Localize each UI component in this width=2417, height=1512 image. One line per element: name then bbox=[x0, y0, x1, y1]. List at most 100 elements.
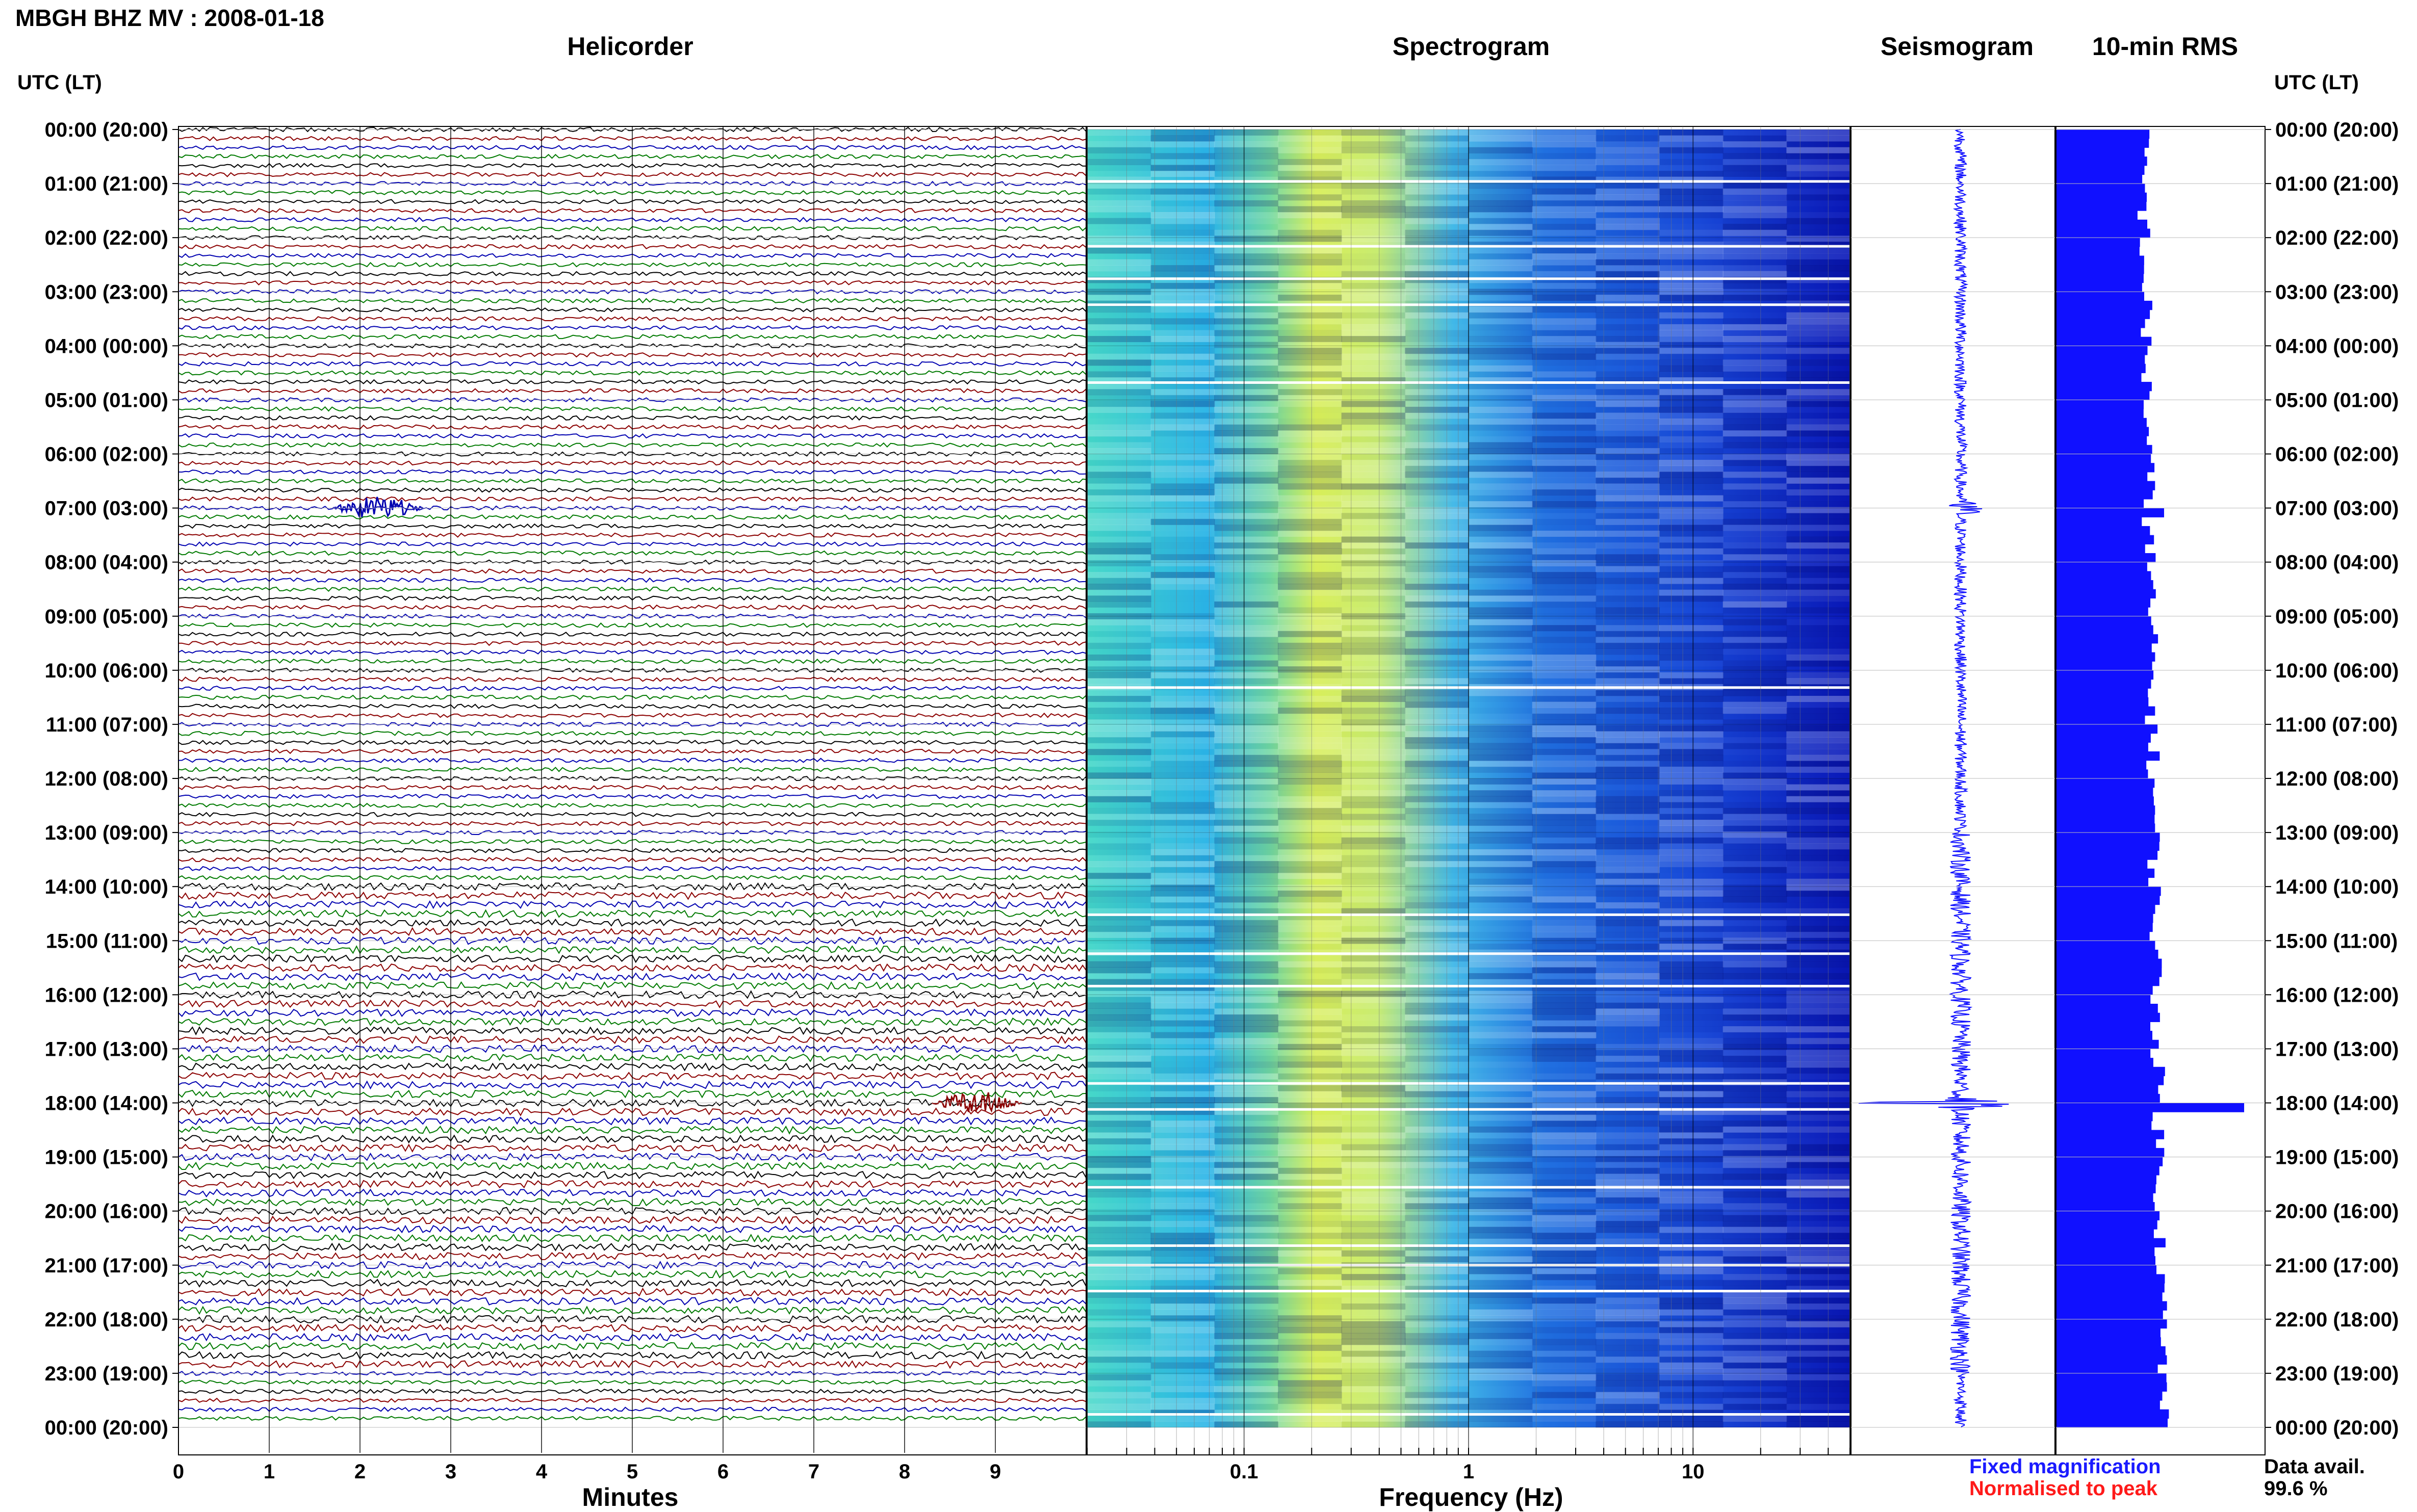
spectrogram-cell bbox=[1087, 312, 1151, 319]
spectrogram-cell bbox=[1214, 1421, 1278, 1428]
spectrogram-cell bbox=[1786, 1026, 1850, 1033]
rms-bar bbox=[2056, 147, 2145, 157]
spectrogram-cell bbox=[1596, 997, 1660, 1003]
spectrogram-cell bbox=[1659, 931, 1724, 938]
spectrogram-cell bbox=[1659, 159, 1724, 165]
spectrogram-cell bbox=[1150, 1297, 1215, 1304]
rms-bar bbox=[2056, 724, 2158, 734]
spectrogram-cell bbox=[1659, 661, 1724, 667]
spectrogram-cell bbox=[1532, 359, 1597, 366]
spectrogram-cell bbox=[1278, 873, 1342, 879]
spectrogram-cell bbox=[1278, 324, 1342, 330]
hour-label-left: 07:00 (03:00) bbox=[45, 498, 168, 520]
spectrogram-cell bbox=[1786, 672, 1850, 679]
spectrogram-cell bbox=[1723, 448, 1787, 454]
spectrogram-cell bbox=[1469, 878, 1533, 885]
spectrogram-cell bbox=[1469, 1339, 1533, 1345]
spectrogram-cell bbox=[1786, 265, 1850, 272]
rms-bar bbox=[2056, 1292, 2163, 1302]
spectrogram-cell bbox=[1659, 1362, 1724, 1369]
spectrogram-cell bbox=[1150, 825, 1215, 832]
minute-tick-label: 2 bbox=[354, 1461, 366, 1483]
spectrogram-cell bbox=[1469, 353, 1533, 360]
spectrogram-cell bbox=[1786, 171, 1850, 177]
spectrogram-cell bbox=[1469, 825, 1533, 832]
spectrogram-cell bbox=[1405, 873, 1469, 879]
spectrogram-cell bbox=[1786, 1256, 1850, 1263]
spectrogram-cell bbox=[1214, 330, 1278, 336]
spectrogram-cell bbox=[1405, 171, 1469, 177]
spectrogram-cell bbox=[1532, 1044, 1597, 1050]
spectrogram-cell bbox=[1278, 183, 1342, 189]
spectrogram-cell bbox=[1150, 513, 1215, 519]
rms-bar bbox=[2056, 634, 2158, 644]
spectrogram-cell bbox=[1341, 831, 1406, 838]
spectrogram-cell bbox=[1722, 814, 1787, 820]
spectrogram-cell bbox=[1532, 778, 1597, 785]
spectrogram-cell bbox=[1596, 295, 1660, 301]
spectrogram-cell bbox=[1659, 1067, 1724, 1074]
rms-bar bbox=[2056, 941, 2155, 950]
spectrogram-cell bbox=[1786, 295, 1850, 301]
rms-bar bbox=[2056, 1103, 2244, 1112]
spectrogram-cell bbox=[1214, 159, 1278, 165]
spectrogram-cell bbox=[1278, 430, 1342, 437]
spectrogram-cell bbox=[1405, 1020, 1469, 1027]
spectrogram-cell bbox=[1722, 1144, 1787, 1151]
spectrogram-cell bbox=[1087, 229, 1151, 236]
spectrogram-cell bbox=[1532, 766, 1597, 773]
spectrogram-cell bbox=[1341, 412, 1406, 419]
spectrogram-cell bbox=[1469, 1227, 1533, 1233]
rms-bar bbox=[2056, 1238, 2166, 1247]
spectrogram-cell bbox=[1214, 448, 1278, 454]
spectrogram-cell bbox=[1469, 542, 1533, 549]
rms-bar bbox=[2056, 319, 2145, 328]
spectrogram-cell bbox=[1596, 637, 1660, 643]
spectrogram-cell bbox=[1405, 359, 1469, 366]
spectrogram-cell bbox=[1659, 802, 1724, 809]
spectrogram-cell bbox=[1341, 1227, 1406, 1233]
spectrogram-cell bbox=[1341, 1085, 1406, 1091]
spectrogram-cell bbox=[1278, 637, 1342, 643]
spectrogram-cell bbox=[1722, 1415, 1787, 1422]
spectrogram-cell bbox=[1341, 749, 1406, 755]
spectrogram-cell bbox=[1087, 1197, 1151, 1204]
spectrogram-cell bbox=[1532, 194, 1597, 201]
spectrogram-cell bbox=[1722, 265, 1787, 272]
rms-bar bbox=[2056, 481, 2155, 490]
spectrogram-cell bbox=[1469, 1421, 1533, 1428]
spectrogram-cell bbox=[1469, 578, 1533, 584]
spectrogram-cell bbox=[1150, 1014, 1215, 1021]
spectrogram-cell bbox=[1278, 790, 1342, 797]
spectrogram-cell bbox=[1469, 997, 1533, 1003]
spectrogram-cell bbox=[1596, 1344, 1660, 1351]
spectrogram-cell bbox=[1659, 1374, 1724, 1380]
rms-bar bbox=[2056, 697, 2149, 707]
spectrogram-cell bbox=[1722, 548, 1787, 555]
spectrogram-cell bbox=[1722, 371, 1787, 378]
spectrogram-cell bbox=[1596, 754, 1660, 761]
spectrogram-cell bbox=[1278, 171, 1342, 177]
spectrogram-cell bbox=[1278, 584, 1342, 590]
spectrogram-cell bbox=[1786, 129, 1850, 136]
spectrogram-cell bbox=[1278, 353, 1342, 360]
spectrogram-cell bbox=[1532, 401, 1597, 407]
spectrogram-cell bbox=[1659, 961, 1724, 968]
spectrogram-cell bbox=[1150, 282, 1215, 289]
spectrogram-cell bbox=[1469, 1085, 1533, 1091]
spectrogram-cell bbox=[1341, 188, 1406, 195]
spectrogram-cell bbox=[1341, 1350, 1406, 1357]
spectrogram-cell bbox=[1786, 837, 1850, 844]
rms-bar bbox=[2056, 1319, 2167, 1329]
spectrogram-cell bbox=[1659, 796, 1724, 802]
spectrogram-cell bbox=[1150, 518, 1215, 525]
spectrogram-cell bbox=[1659, 1256, 1724, 1263]
spectrogram-cell bbox=[1150, 489, 1215, 496]
spectrogram-cell bbox=[1596, 1197, 1660, 1204]
spectrogram-cell bbox=[1278, 1374, 1342, 1380]
spectrogram-cell bbox=[1596, 884, 1660, 891]
spectrogram-cell bbox=[1722, 1333, 1787, 1339]
spectrogram-cell bbox=[1786, 236, 1850, 242]
spectrogram-cell bbox=[1722, 336, 1787, 343]
rms-bar bbox=[2056, 1247, 2155, 1257]
